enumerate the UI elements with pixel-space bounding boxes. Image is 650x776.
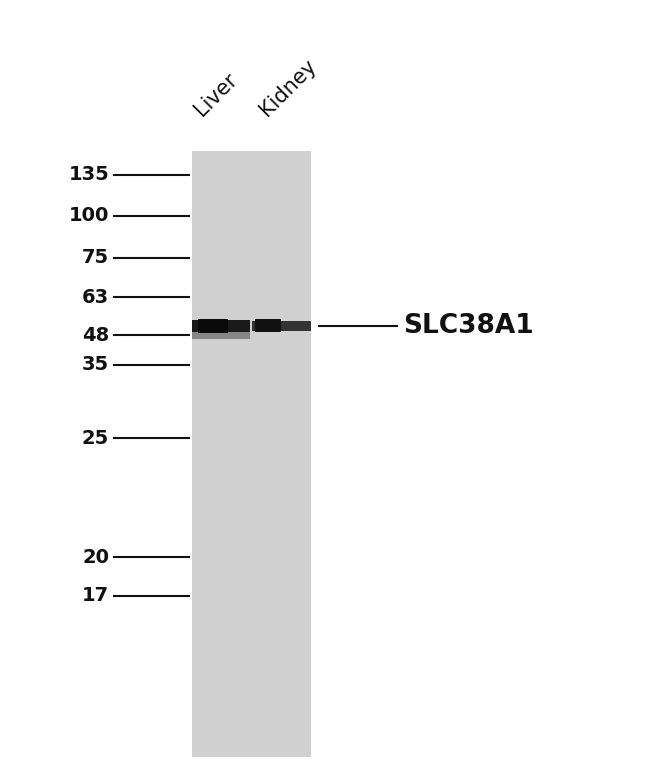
Text: 75: 75 (82, 248, 109, 267)
Bar (192, 320, 250, 331)
Text: 25: 25 (82, 429, 109, 448)
Bar (252, 321, 311, 331)
Text: Liver: Liver (190, 70, 241, 120)
Text: 17: 17 (82, 587, 109, 605)
Text: 20: 20 (82, 548, 109, 566)
Text: SLC38A1: SLC38A1 (403, 313, 534, 339)
Text: 48: 48 (82, 326, 109, 345)
Text: 100: 100 (69, 206, 109, 225)
Text: 63: 63 (82, 288, 109, 307)
Bar (255, 320, 281, 332)
Bar (192, 151, 311, 757)
Text: 35: 35 (82, 355, 109, 374)
Bar (198, 320, 228, 334)
Text: Kidney: Kidney (255, 56, 320, 120)
Bar (192, 331, 250, 339)
Text: 135: 135 (68, 165, 109, 184)
